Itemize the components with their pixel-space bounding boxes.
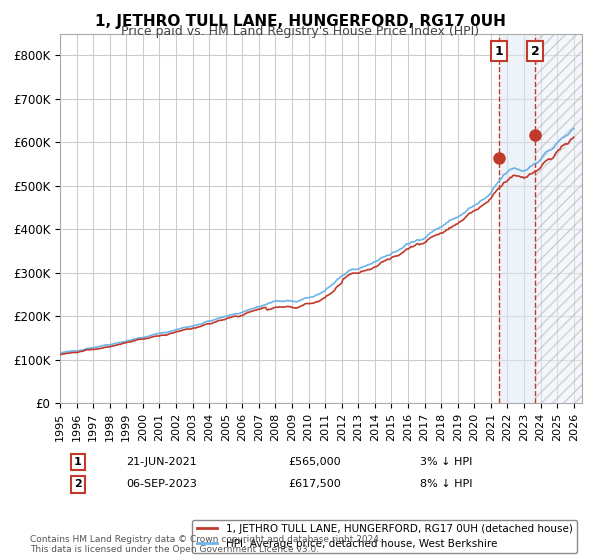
Text: 06-SEP-2023: 06-SEP-2023 <box>126 479 197 489</box>
Text: 2: 2 <box>74 479 82 489</box>
Text: 3% ↓ HPI: 3% ↓ HPI <box>420 457 472 467</box>
Bar <box>499 34 535 403</box>
Text: £565,000: £565,000 <box>288 457 341 467</box>
Text: Price paid vs. HM Land Registry's House Price Index (HPI): Price paid vs. HM Land Registry's House … <box>121 25 479 38</box>
Bar <box>535 34 582 403</box>
Text: 1, JETHRO TULL LANE, HUNGERFORD, RG17 0UH: 1, JETHRO TULL LANE, HUNGERFORD, RG17 0U… <box>95 14 505 29</box>
Legend: 1, JETHRO TULL LANE, HUNGERFORD, RG17 0UH (detached house), HPI: Average price, : 1, JETHRO TULL LANE, HUNGERFORD, RG17 0U… <box>193 520 577 553</box>
Text: 1: 1 <box>494 45 503 58</box>
Text: £617,500: £617,500 <box>288 479 341 489</box>
Text: 1: 1 <box>74 457 82 467</box>
Text: 21-JUN-2021: 21-JUN-2021 <box>126 457 197 467</box>
Text: Contains HM Land Registry data © Crown copyright and database right 2024.
This d: Contains HM Land Registry data © Crown c… <box>30 535 382 554</box>
Text: 2: 2 <box>531 45 539 58</box>
Text: 8% ↓ HPI: 8% ↓ HPI <box>420 479 473 489</box>
